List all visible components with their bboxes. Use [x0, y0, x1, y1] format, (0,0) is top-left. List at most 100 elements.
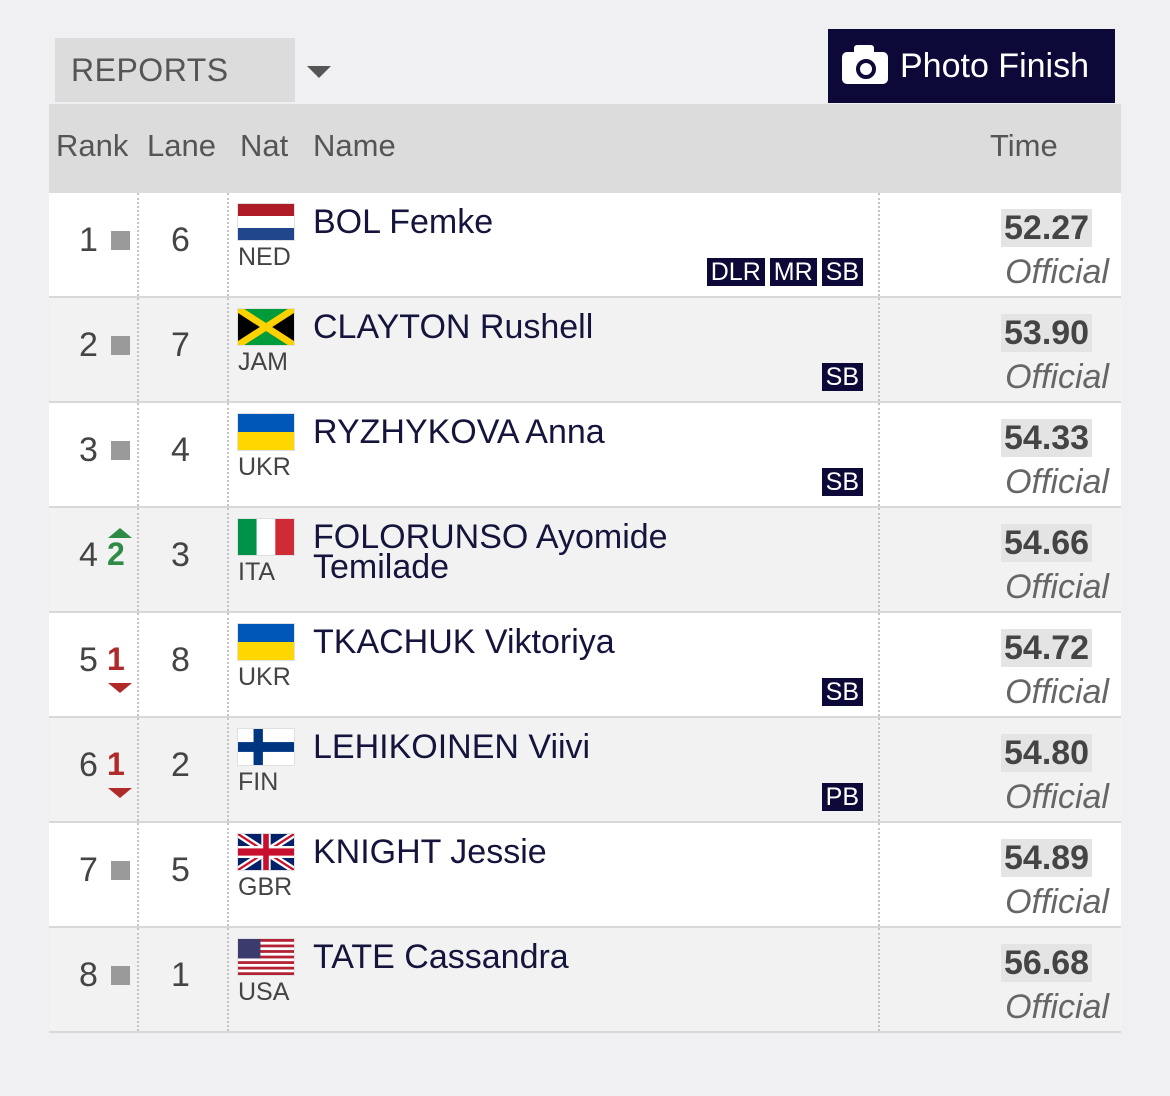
column-divider: [878, 403, 880, 506]
result-time: 53.90: [1001, 314, 1093, 352]
result-time: 54.80: [1001, 734, 1093, 772]
lane-value: 6: [171, 221, 190, 259]
table-row[interactable]: 7 5 GBR KNIGHT Jessie 54.89 Official: [49, 823, 1121, 928]
photo-finish-button[interactable]: Photo Finish: [828, 29, 1115, 103]
lane-value: 4: [171, 431, 190, 469]
result-status: Official: [1005, 988, 1109, 1026]
finland-flag: [237, 728, 295, 766]
record-badge: MR: [769, 258, 817, 286]
record-badge: SB: [821, 468, 863, 496]
rank-value: 5: [79, 641, 98, 679]
record-badges: PB: [821, 783, 863, 811]
athlete-name[interactable]: TKACHUK Viktoriya: [313, 623, 615, 661]
result-status: Official: [1005, 883, 1109, 921]
rank-value: 8: [79, 956, 98, 994]
table-body: 1 6 NED BOL Femke DLR MR SB 52.27 Official 2 7 JAM C…: [49, 193, 1121, 1033]
table-header: Rank Lane Nat Name Time: [49, 104, 1121, 193]
table-row[interactable]: 4 2 3 ITA FOLORUNSO Ayomide Temilade 54.66 Offi…: [49, 508, 1121, 613]
column-divider: [227, 928, 229, 1031]
column-divider: [878, 823, 880, 926]
result-time: 52.27: [1001, 209, 1093, 247]
result-time: 54.72: [1001, 629, 1093, 667]
column-divider: [137, 298, 139, 401]
athlete-name[interactable]: KNIGHT Jessie: [313, 833, 547, 871]
column-divider: [878, 928, 880, 1031]
result-time: 54.89: [1001, 839, 1093, 877]
record-badge: PB: [821, 783, 863, 811]
lane-value: 5: [171, 851, 190, 889]
nat-code: JAM: [238, 348, 288, 376]
rank-value: 7: [79, 851, 98, 889]
column-divider: [227, 613, 229, 716]
chevron-down-icon: [307, 66, 331, 78]
table-row[interactable]: 5 1 8 UKR TKACHUK Viktoriya SB 54.72 Official: [49, 613, 1121, 718]
result-time: 54.66: [1001, 524, 1093, 562]
column-divider: [227, 508, 229, 611]
column-divider: [878, 718, 880, 821]
jamaica-flag: [237, 308, 295, 346]
record-badge: SB: [821, 678, 863, 706]
athlete-name[interactable]: TATE Cassandra: [313, 938, 569, 976]
column-divider: [227, 193, 229, 296]
table-row[interactable]: 1 6 NED BOL Femke DLR MR SB 52.27 Official: [49, 193, 1121, 298]
table-row[interactable]: 8 1 USA TATE Cassandra 56.68 Official: [49, 928, 1121, 1033]
ukraine-flag: [237, 623, 295, 661]
camera-icon: [842, 45, 888, 84]
lane-value: 2: [171, 746, 190, 784]
reports-label: REPORTS: [71, 51, 229, 88]
athlete-name[interactable]: BOL Femke: [313, 203, 494, 241]
column-divider: [878, 508, 880, 611]
athlete-name[interactable]: CLAYTON Rushell: [313, 308, 594, 346]
rank-value: 1: [79, 221, 98, 259]
table-row[interactable]: 2 7 JAM CLAYTON Rushell SB 53.90 Official: [49, 298, 1121, 403]
result-status: Official: [1005, 673, 1109, 711]
lane-value: 8: [171, 641, 190, 679]
result-time: 54.33: [1001, 419, 1093, 457]
column-divider: [137, 613, 139, 716]
netherlands-flag: [237, 203, 295, 241]
column-header-time: Time: [990, 128, 1058, 163]
arrow-down-icon: [108, 683, 132, 693]
rank-value: 3: [79, 431, 98, 469]
nat-code: USA: [238, 978, 290, 1006]
nat-code: ITA: [238, 558, 276, 586]
column-header-name: Name: [313, 128, 396, 163]
no-change-icon: [111, 336, 130, 355]
column-divider: [137, 928, 139, 1031]
table-row[interactable]: 6 1 2 FIN LEHIKOINEN Viivi PB 54.80 Official: [49, 718, 1121, 823]
no-change-icon: [111, 441, 130, 460]
reports-dropdown-button[interactable]: REPORTS: [55, 38, 331, 102]
record-badges: SB: [821, 363, 863, 391]
nat-code: GBR: [238, 873, 293, 901]
column-divider: [227, 298, 229, 401]
cropped-heading: [0, 0, 1170, 8]
lane-value: 1: [171, 956, 190, 994]
arrow-down-icon: [108, 788, 132, 798]
table-row[interactable]: 3 4 UKR RYZHYKOVA Anna SB 54.33 Official: [49, 403, 1121, 508]
athlete-name[interactable]: FOLORUNSO Ayomide Temilade: [313, 520, 668, 584]
rank-value: 2: [79, 326, 98, 364]
usa-flag: [237, 938, 295, 976]
athlete-name-line2: Temilade: [313, 548, 450, 586]
column-divider: [878, 613, 880, 716]
record-badge: DLR: [706, 258, 765, 286]
record-badges: SB: [821, 468, 863, 496]
nat-code: UKR: [238, 663, 291, 691]
athlete-name[interactable]: RYZHYKOVA Anna: [313, 413, 605, 451]
column-header-lane: Lane: [147, 128, 216, 163]
no-change-icon: [111, 966, 130, 985]
results-table: Rank Lane Nat Name Time 1 6 NED BOL Femke DL…: [49, 104, 1121, 1033]
result-time: 56.68: [1001, 944, 1093, 982]
column-header-rank: Rank: [56, 128, 129, 163]
athlete-name-line1: FOLORUNSO Ayomide: [313, 518, 668, 556]
column-divider: [137, 508, 139, 611]
result-status: Official: [1005, 568, 1109, 606]
athlete-name[interactable]: LEHIKOINEN Viivi: [313, 728, 591, 766]
lane-value: 3: [171, 536, 190, 574]
column-divider: [137, 403, 139, 506]
result-status: Official: [1005, 463, 1109, 501]
uk-flag: [237, 833, 295, 871]
record-badge: SB: [821, 258, 863, 286]
column-divider: [227, 718, 229, 821]
lane-value: 7: [171, 326, 190, 364]
